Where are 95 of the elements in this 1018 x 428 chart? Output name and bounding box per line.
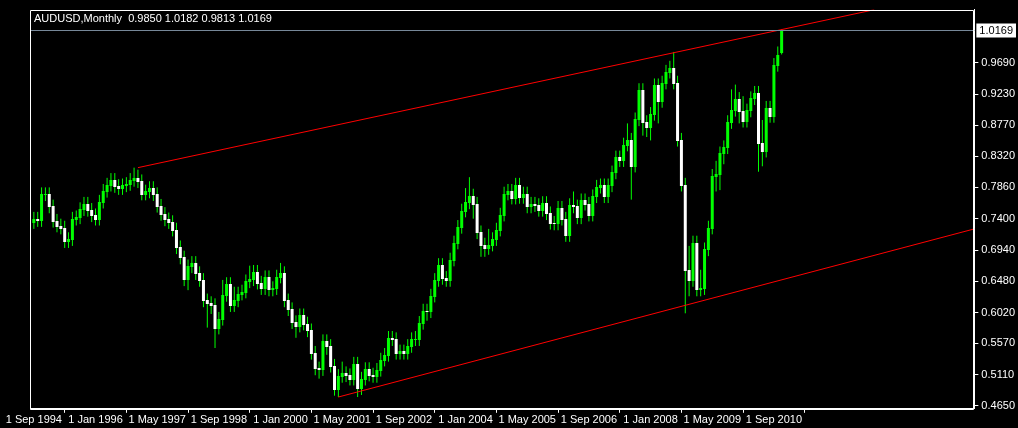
candlestick bbox=[371, 367, 375, 384]
candlestick bbox=[487, 228, 491, 256]
candlestick bbox=[174, 222, 178, 255]
x-tick-label: 1 Sep 1994 bbox=[5, 413, 62, 426]
candlestick bbox=[252, 264, 256, 287]
candlestick bbox=[86, 196, 90, 218]
candlestick bbox=[545, 195, 549, 221]
candlestick bbox=[548, 205, 552, 231]
y-tick-label: 0.7400 bbox=[981, 211, 1016, 224]
candlestick bbox=[591, 188, 595, 222]
candlestick bbox=[575, 199, 579, 225]
x-tick-label: 1 May 1997 bbox=[128, 413, 186, 426]
candlestick bbox=[140, 173, 144, 201]
candlestick bbox=[367, 361, 371, 382]
ref-line-label: 1.0169 bbox=[979, 23, 1014, 36]
candlestick bbox=[537, 197, 541, 218]
candlestick bbox=[402, 344, 406, 361]
candlestick bbox=[398, 344, 402, 361]
candlestick bbox=[259, 275, 263, 296]
candlestick bbox=[529, 196, 533, 214]
candlestick bbox=[113, 172, 117, 194]
candlestick bbox=[244, 274, 248, 299]
candlestick bbox=[90, 202, 94, 223]
y-tick-label: 0.5570 bbox=[981, 336, 1016, 349]
chart-title: AUDUSD,Monthly 0.9850 1.0182 0.9813 1.0169 bbox=[34, 12, 272, 25]
candlestick bbox=[267, 269, 271, 297]
y-tick-label: 0.6480 bbox=[981, 274, 1016, 287]
candlestick bbox=[132, 167, 136, 188]
x-tick-label: 1 Jan 1996 bbox=[68, 413, 123, 426]
candlestick bbox=[514, 177, 518, 205]
y-tick-label: 0.8770 bbox=[981, 118, 1016, 131]
candlestick bbox=[348, 367, 352, 386]
candlestick bbox=[232, 286, 236, 313]
x-tick-label: 1 Sep 2002 bbox=[375, 413, 433, 426]
candlestick bbox=[533, 196, 537, 213]
x-tick-label: 1 Sep 2010 bbox=[745, 413, 803, 426]
candlestick bbox=[213, 297, 217, 349]
candlestick bbox=[410, 331, 414, 354]
candlestick bbox=[105, 177, 109, 199]
candlestick bbox=[467, 176, 471, 210]
candlestick bbox=[352, 356, 356, 386]
y-tick-label: 0.5110 bbox=[981, 367, 1015, 380]
x-tick-label: 1 May 2005 bbox=[498, 413, 556, 426]
candlestick bbox=[275, 269, 279, 296]
candlestick bbox=[255, 264, 259, 290]
candlestick bbox=[228, 276, 232, 313]
candlestick bbox=[186, 259, 190, 291]
candlestick bbox=[194, 255, 198, 281]
candlestick bbox=[541, 195, 545, 218]
candlestick bbox=[510, 183, 514, 205]
candlestick bbox=[737, 91, 741, 124]
candlestick bbox=[491, 231, 495, 252]
y-tick-label: 0.9230 bbox=[981, 87, 1016, 100]
x-tick-label: 1 May 2001 bbox=[313, 413, 371, 426]
x-tick-label: 1 Jan 2004 bbox=[438, 413, 493, 426]
candlestick bbox=[386, 330, 390, 363]
candlestick bbox=[741, 95, 745, 128]
candlestick bbox=[363, 361, 367, 386]
y-tick-label: 0.8320 bbox=[981, 149, 1016, 162]
candlestick bbox=[579, 193, 583, 225]
candlestick bbox=[375, 362, 379, 384]
candlestick bbox=[63, 220, 67, 249]
x-tick-label: 1 Sep 2006 bbox=[560, 413, 618, 426]
x-tick-label: 1 May 2009 bbox=[683, 413, 741, 426]
x-tick-label: 1 Sep 1998 bbox=[190, 413, 248, 426]
x-tick-label: 1 Jan 2000 bbox=[253, 413, 308, 426]
y-tick-label: 0.7860 bbox=[981, 180, 1016, 193]
candlestick bbox=[394, 331, 398, 361]
candlestick bbox=[32, 211, 36, 230]
candlestick bbox=[201, 272, 205, 308]
candlestick bbox=[406, 338, 410, 361]
candlestick bbox=[780, 28, 784, 55]
x-tick-label: 1 Jan 2008 bbox=[623, 413, 678, 426]
candlestick bbox=[656, 77, 660, 124]
candlestick bbox=[344, 365, 348, 383]
y-tick-label: 0.6940 bbox=[981, 243, 1016, 256]
candlestick bbox=[556, 200, 560, 231]
candlestick bbox=[525, 186, 529, 214]
candlestick bbox=[602, 178, 606, 204]
candlestick bbox=[182, 250, 186, 287]
candlestick bbox=[263, 269, 267, 296]
candlestick bbox=[336, 368, 340, 398]
candlestick bbox=[440, 257, 444, 286]
y-tick-label: 0.6020 bbox=[981, 305, 1016, 318]
candlestick bbox=[236, 286, 240, 308]
y-tick-label: 0.9690 bbox=[981, 55, 1016, 68]
candlestick bbox=[159, 198, 163, 222]
y-tick-label: 0.4650 bbox=[981, 398, 1016, 411]
candlestick bbox=[417, 315, 421, 347]
candlestick bbox=[302, 308, 306, 331]
candlestick bbox=[587, 196, 591, 222]
candlestick bbox=[359, 371, 363, 396]
candlestick bbox=[622, 137, 626, 168]
candlestick bbox=[78, 201, 82, 225]
candlestick bbox=[718, 146, 722, 191]
